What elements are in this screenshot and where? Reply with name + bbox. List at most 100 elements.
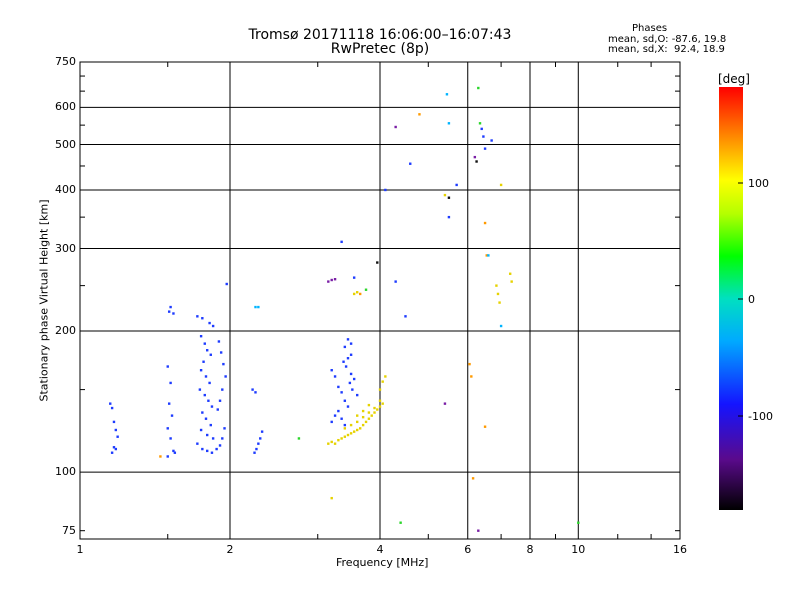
data-point <box>254 391 257 394</box>
data-point <box>260 430 264 433</box>
data-point <box>346 357 350 360</box>
data-point <box>343 435 347 438</box>
data-point <box>219 351 223 354</box>
data-point <box>384 188 387 192</box>
data-point <box>349 432 353 435</box>
data-point <box>361 409 365 413</box>
data-point <box>211 437 215 440</box>
data-point <box>221 437 224 440</box>
data-point <box>475 160 478 163</box>
data-point <box>340 240 343 244</box>
data-point <box>498 301 501 304</box>
y-tick-label: 75 <box>62 523 76 537</box>
grid-lines <box>80 62 680 539</box>
data-point <box>483 147 487 150</box>
data-point <box>358 427 362 430</box>
y-tick-label: 500 <box>55 137 76 151</box>
data-point <box>205 349 209 352</box>
data-point <box>330 278 333 282</box>
data-point <box>381 402 384 405</box>
data-point <box>340 437 343 440</box>
data-point <box>355 393 359 397</box>
data-point <box>373 411 376 414</box>
data-point <box>251 388 254 391</box>
data-point <box>207 399 210 402</box>
data-point <box>215 447 218 451</box>
data-point <box>355 428 359 432</box>
data-point <box>409 162 412 165</box>
data-point <box>210 405 214 408</box>
y-tick-label: 400 <box>55 182 76 196</box>
data-point <box>167 310 171 313</box>
colorbar-tick-100: 100 <box>748 177 769 190</box>
stats-line-o: mean, sd,O: -87.6, 19.8 <box>608 34 727 45</box>
data-point <box>346 338 350 341</box>
data-point <box>364 420 368 424</box>
data-point <box>482 135 485 138</box>
data-point <box>376 408 379 411</box>
data-point <box>378 399 382 402</box>
data-point <box>340 391 343 394</box>
data-point <box>343 423 347 427</box>
data-point <box>218 399 222 402</box>
x-axis-label: Frequency [MHz] <box>336 556 429 569</box>
data-point <box>343 345 347 349</box>
data-point <box>211 324 215 328</box>
data-point <box>455 183 458 187</box>
data-point <box>483 425 487 428</box>
data-point <box>159 455 162 458</box>
data-point <box>370 414 373 417</box>
data-point <box>384 375 387 378</box>
data-point <box>172 312 175 315</box>
data-point <box>257 305 260 309</box>
data-point <box>352 430 356 433</box>
colorbar-tick-neg100: -100 <box>748 410 773 423</box>
data-point <box>203 393 206 397</box>
data-point <box>201 447 204 451</box>
data-point <box>259 437 262 440</box>
data-point <box>470 375 473 378</box>
x-tick-label: 6 <box>464 543 472 556</box>
data-point <box>203 342 206 345</box>
stats-heading: Phases <box>632 23 668 34</box>
data-point <box>172 449 175 453</box>
data-point <box>478 122 482 125</box>
data-point <box>330 369 333 372</box>
data-point <box>399 521 402 524</box>
data-point <box>204 375 208 378</box>
data-point <box>199 369 203 372</box>
y-tick-label: 600 <box>55 100 76 114</box>
data-point <box>367 411 371 414</box>
data-point <box>349 353 353 356</box>
data-point <box>344 365 348 368</box>
data-point <box>199 334 203 338</box>
y-tick-label: 200 <box>55 324 76 338</box>
data-point <box>169 381 172 385</box>
data-point <box>404 315 407 318</box>
data-point <box>297 437 301 440</box>
data-point <box>471 477 475 480</box>
data-point <box>201 411 204 414</box>
data-point <box>114 447 118 451</box>
data-point <box>257 442 260 445</box>
data-point <box>337 438 340 442</box>
data-point <box>199 428 203 432</box>
data-point <box>364 288 368 291</box>
data-point <box>468 362 471 366</box>
data-point <box>255 447 258 451</box>
y-axis-label: Stationary phase Virtual Height [km] <box>37 199 51 402</box>
data-point <box>208 381 211 385</box>
data-point <box>447 122 451 125</box>
data-point <box>109 402 112 405</box>
data-point <box>217 340 221 343</box>
y-tick-label: 750 <box>55 55 76 68</box>
chart-title: Tromsø 20171118 16:06:00–16:07:43 <box>248 27 512 43</box>
data-point <box>349 423 353 427</box>
data-point <box>499 324 503 328</box>
data-point <box>483 221 487 225</box>
data-point <box>330 420 333 424</box>
data-point <box>340 417 343 420</box>
data-point <box>253 451 256 454</box>
data-point <box>337 385 340 389</box>
